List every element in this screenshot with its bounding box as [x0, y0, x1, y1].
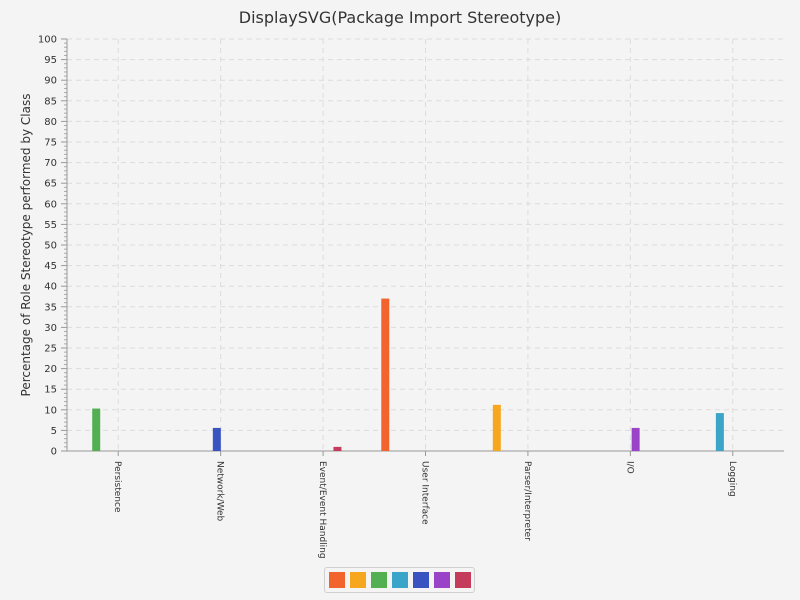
- legend-swatch: [349, 572, 366, 588]
- y-tick-label: 90: [44, 76, 57, 87]
- y-tick-label: 20: [44, 364, 57, 375]
- y-axis: 0 5 10 15 20 25 30 35 40 45 50 55 60 65 70 75 80 85 90 95 10…: [38, 35, 68, 458]
- legend-swatch: [433, 572, 450, 588]
- y-tick-label: 5: [51, 426, 57, 437]
- y-tick-label: 80: [44, 117, 57, 128]
- bars: [92, 298, 724, 451]
- y-tick-label: 35: [44, 302, 57, 313]
- y-tick-label: 55: [44, 220, 57, 231]
- x-tick-label: Logging: [727, 461, 737, 497]
- x-tick-label: Event/Event Handling: [317, 461, 327, 559]
- legend-swatch: [412, 572, 429, 588]
- y-axis-label: Percentage of Role Stereotype performed …: [19, 94, 33, 397]
- y-tick-label: 75: [44, 138, 57, 149]
- bar: [92, 408, 101, 451]
- x-tick-label: User Interface: [420, 461, 430, 525]
- y-tick-label: 10: [44, 405, 57, 416]
- bar: [381, 298, 390, 451]
- bar: [333, 446, 342, 451]
- legend-swatch: [370, 572, 387, 588]
- y-tick-label: 70: [44, 158, 57, 169]
- legend: [324, 567, 475, 593]
- y-tick-label: 50: [44, 241, 57, 252]
- grid-lines: [67, 38, 784, 451]
- x-tick-label: I/O: [624, 461, 634, 474]
- bar: [212, 427, 221, 451]
- chart-title: DisplaySVG(Package Import Stereotype): [239, 8, 561, 27]
- legend-swatch: [391, 572, 408, 588]
- bar: [715, 413, 724, 451]
- y-tick-label: 85: [44, 96, 57, 107]
- bar: [631, 427, 640, 451]
- y-tick-label: 40: [44, 282, 57, 293]
- y-tick-label: 25: [44, 344, 57, 355]
- bar: [492, 404, 501, 451]
- y-tick-label: 95: [44, 55, 57, 66]
- x-axis: Persistence Network/Web Event/Event Handli…: [67, 450, 784, 559]
- y-tick-label: 65: [44, 179, 57, 190]
- y-tick-label: 60: [44, 199, 57, 210]
- x-tick-label: Network/Web: [215, 461, 225, 522]
- legend-swatch: [454, 572, 471, 588]
- y-tick-label: 30: [44, 323, 57, 334]
- y-tick-label: 100: [38, 35, 57, 46]
- y-tick-label: 15: [44, 385, 57, 396]
- x-tick-label: Persistence: [112, 461, 122, 513]
- y-tick-label: 45: [44, 261, 57, 272]
- legend-swatch: [328, 572, 345, 588]
- y-tick-label: 0: [51, 447, 57, 458]
- x-tick-label: Parser/Interpreter: [522, 461, 532, 541]
